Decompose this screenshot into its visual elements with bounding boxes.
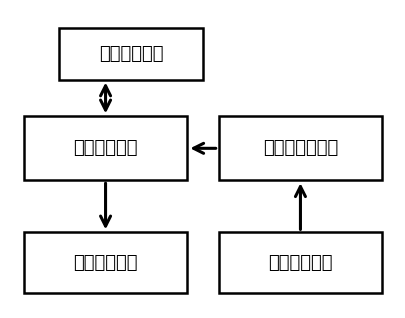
FancyBboxPatch shape xyxy=(23,232,187,293)
FancyBboxPatch shape xyxy=(218,116,382,180)
FancyBboxPatch shape xyxy=(59,28,202,80)
FancyBboxPatch shape xyxy=(23,116,187,180)
Text: 图形编辑模块: 图形编辑模块 xyxy=(73,254,137,272)
Text: 模型编辑模块: 模型编辑模块 xyxy=(268,254,332,272)
FancyBboxPatch shape xyxy=(218,232,382,293)
Text: 输入输出模块: 输入输出模块 xyxy=(98,45,163,63)
Text: 图形分析模块: 图形分析模块 xyxy=(73,139,137,157)
Text: 典型间隔模型库: 典型间隔模型库 xyxy=(262,139,337,157)
